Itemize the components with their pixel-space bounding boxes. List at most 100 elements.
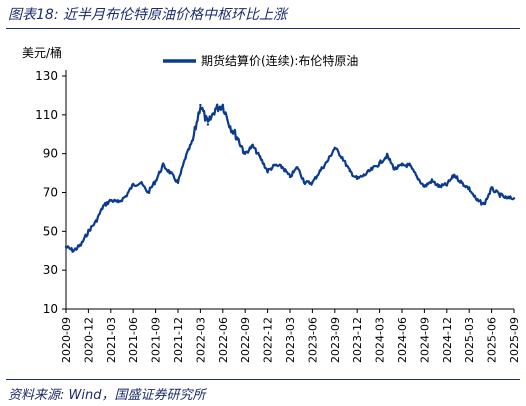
data-point [221, 103, 224, 107]
series-line-brent [65, 103, 515, 253]
data-point [348, 169, 351, 173]
y-axis-unit-label: 美元/桶 [22, 46, 63, 60]
series-layer [64, 103, 516, 253]
data-point [385, 154, 389, 157]
data-point [266, 169, 269, 173]
y-tick-label: 90 [43, 147, 58, 161]
data-point [72, 249, 75, 252]
figure-title: 图表18: 近半月布伦特原油价格中枢环比上涨 [8, 7, 287, 23]
data-point [64, 245, 68, 249]
data-point [251, 144, 254, 148]
data-point [460, 181, 463, 184]
data-point [408, 164, 411, 167]
x-tick-label: 2023-06 [306, 317, 319, 363]
data-point [199, 103, 202, 107]
x-tick-label: 2024-09 [418, 317, 431, 363]
data-point [214, 107, 217, 111]
x-tick-label: 2024-12 [441, 317, 454, 363]
data-point [468, 187, 471, 190]
data-point [378, 162, 381, 165]
data-point [453, 173, 456, 177]
x-tick-label: 2022-09 [239, 317, 252, 363]
data-point [311, 181, 314, 184]
data-point [370, 168, 374, 171]
data-point [438, 185, 441, 188]
x-tick-label: 2024-06 [396, 317, 409, 363]
data-point [505, 197, 508, 200]
data-point [87, 230, 90, 233]
y-tick-label: 10 [43, 302, 58, 316]
x-tick-label: 2020-12 [82, 317, 95, 363]
data-point [229, 125, 232, 128]
x-tick-label: 2021-09 [150, 317, 163, 363]
y-tick-label: 30 [43, 263, 58, 277]
data-point [326, 160, 329, 163]
x-tick-label: 2021-03 [105, 317, 118, 363]
data-point [146, 191, 150, 194]
data-point [161, 164, 165, 167]
x-tick-label: 2020-09 [60, 317, 73, 363]
data-point [258, 156, 262, 159]
y-tick-label: 50 [43, 224, 58, 238]
data-point [154, 179, 157, 182]
data-point [318, 169, 322, 173]
x-tick-label: 2023-12 [351, 317, 364, 363]
y-axis: 10 30 50 70 90 110 130 [35, 69, 67, 316]
data-point [124, 195, 127, 198]
data-point [363, 173, 366, 177]
data-point [512, 197, 516, 200]
source-rule [6, 379, 520, 380]
x-tick-label: 2025-06 [486, 317, 499, 363]
data-point [288, 175, 292, 179]
x-tick-label: 2022-03 [194, 317, 207, 363]
data-point [333, 146, 336, 149]
data-point [176, 181, 180, 184]
x-tick-label: 2025-03 [463, 317, 476, 363]
data-point [244, 152, 247, 155]
data-point [482, 202, 486, 206]
data-point [341, 156, 344, 159]
y-tick-label: 130 [35, 69, 58, 83]
data-point [393, 168, 396, 171]
x-tick-label: 2022-12 [262, 317, 275, 363]
data-point [415, 175, 419, 179]
x-tick-label: 2021-12 [172, 317, 185, 363]
data-point [303, 181, 307, 184]
data-point [184, 156, 187, 159]
data-point [109, 199, 113, 202]
data-point [169, 171, 172, 175]
data-point [497, 193, 501, 196]
data-point [445, 183, 448, 186]
data-point [273, 164, 277, 167]
data-point [191, 138, 195, 142]
x-axis: 2020-09 2020-12 2021-03 2021-06 2021-09 2021-… [60, 308, 521, 363]
data-point [206, 123, 210, 126]
x-tick-label: 2023-03 [284, 317, 297, 363]
title-rule [6, 28, 520, 29]
data-point [430, 179, 434, 182]
data-point [356, 177, 359, 181]
data-point [281, 166, 284, 169]
source-note: 资料来源: Wind，国盛证券研究所 [8, 388, 206, 403]
data-point [102, 204, 105, 208]
data-point [132, 183, 135, 186]
data-point [139, 181, 142, 184]
x-tick-label: 2023-09 [329, 317, 342, 363]
x-tick-label: 2021-06 [127, 317, 140, 363]
x-tick-label: 2022-06 [217, 317, 230, 363]
legend: 期货结算价(连续):布伦特原油 [163, 53, 358, 68]
x-tick-label: 2024-03 [374, 317, 387, 363]
legend-label: 期货结算价(连续):布伦特原油 [201, 53, 358, 68]
data-point [236, 136, 239, 140]
data-point [475, 199, 478, 202]
data-point [117, 201, 120, 204]
data-point [400, 164, 404, 167]
data-point [79, 243, 83, 247]
data-point [296, 166, 299, 169]
y-tick-label: 70 [43, 186, 58, 200]
data-point [94, 220, 98, 223]
y-tick-label: 110 [35, 108, 58, 122]
data-point [490, 187, 493, 190]
data-point [423, 185, 426, 188]
